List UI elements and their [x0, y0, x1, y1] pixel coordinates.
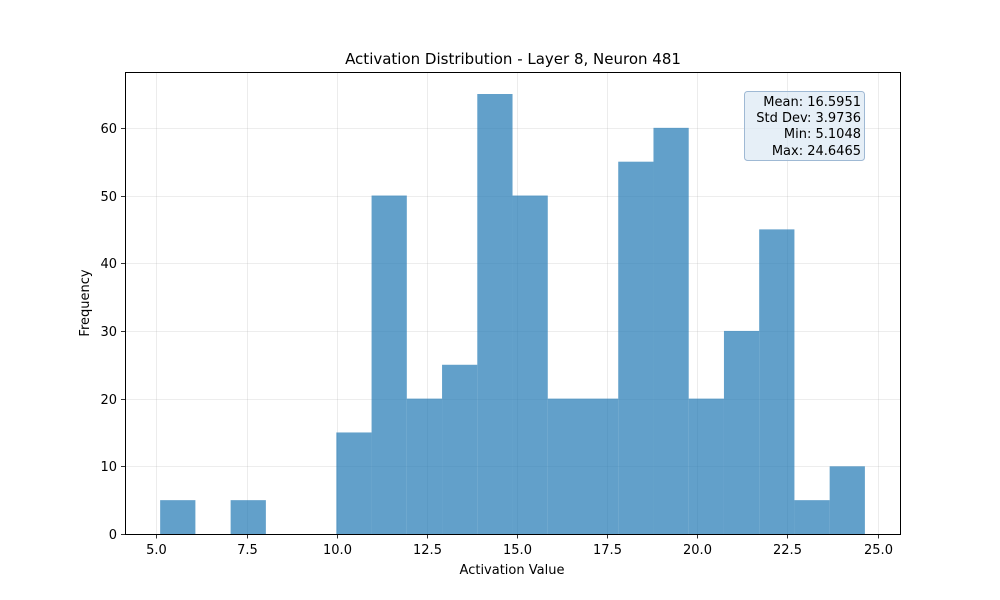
- stats-box-background: [744, 91, 865, 161]
- y-tick-label: 20: [100, 393, 117, 408]
- y-tick-label: 10: [100, 460, 117, 475]
- y-axis-ticks: 0 10 20 30 40 50 60: [100, 122, 126, 543]
- histogram-bar: [160, 500, 196, 534]
- plot-frame: [125, 72, 901, 535]
- histogram-bar: [723, 330, 760, 534]
- stats-box: Mean: 16.5951 Std Dev: 3.9736 Min: 5.104…: [744, 91, 865, 161]
- histogram-bar: [583, 398, 619, 534]
- histogram-bar: [442, 364, 478, 534]
- stats-max: Max: 24.6465: [772, 144, 861, 159]
- histogram-bar: [336, 432, 372, 534]
- y-axis-label: Frequency: [78, 269, 93, 336]
- histogram-bar: [547, 398, 584, 534]
- y-tick-label: 40: [100, 257, 117, 272]
- x-axis-label: Activation Value: [460, 563, 565, 578]
- stats-std-dev: Std Dev: 3.9736: [756, 111, 861, 126]
- x-tick-label: 12.5: [413, 543, 442, 558]
- y-tick-label: 60: [100, 122, 117, 137]
- stats-mean: Mean: 16.5951: [763, 95, 861, 110]
- x-tick-label: 7.5: [237, 543, 258, 558]
- stats-min: Min: 5.1048: [784, 127, 861, 142]
- x-tick-label: 20.0: [683, 543, 712, 558]
- y-tick-label: 0: [109, 528, 117, 543]
- histogram-bar: [512, 195, 548, 535]
- histogram-bar: [653, 127, 689, 534]
- y-tick-label: 30: [100, 325, 117, 340]
- histogram-bar: [618, 161, 654, 534]
- x-tick-label: 17.5: [593, 543, 622, 558]
- histogram-bars: [160, 94, 865, 535]
- x-tick-label: 22.5: [773, 543, 802, 558]
- y-tick-label: 50: [100, 190, 117, 205]
- histogram-bar: [230, 500, 266, 534]
- histogram-bar: [829, 466, 865, 534]
- x-tick-label: 10.0: [323, 543, 352, 558]
- histogram-bar: [406, 398, 443, 534]
- x-axis-ticks: 5.0 7.5 10.0 12.5 15.0 17.5 20.0 22.5 25.0: [146, 534, 893, 558]
- histogram-bar: [794, 500, 830, 534]
- histogram-bar: [759, 229, 795, 534]
- histogram-bar: [688, 398, 724, 534]
- histogram-bar: [371, 195, 407, 535]
- x-tick-label: 25.0: [864, 543, 893, 558]
- histogram-bar: [477, 94, 513, 534]
- chart-title: Activation Distribution - Layer 8, Neuro…: [345, 50, 681, 68]
- x-tick-label: 5.0: [146, 543, 167, 558]
- x-tick-label: 15.0: [503, 543, 532, 558]
